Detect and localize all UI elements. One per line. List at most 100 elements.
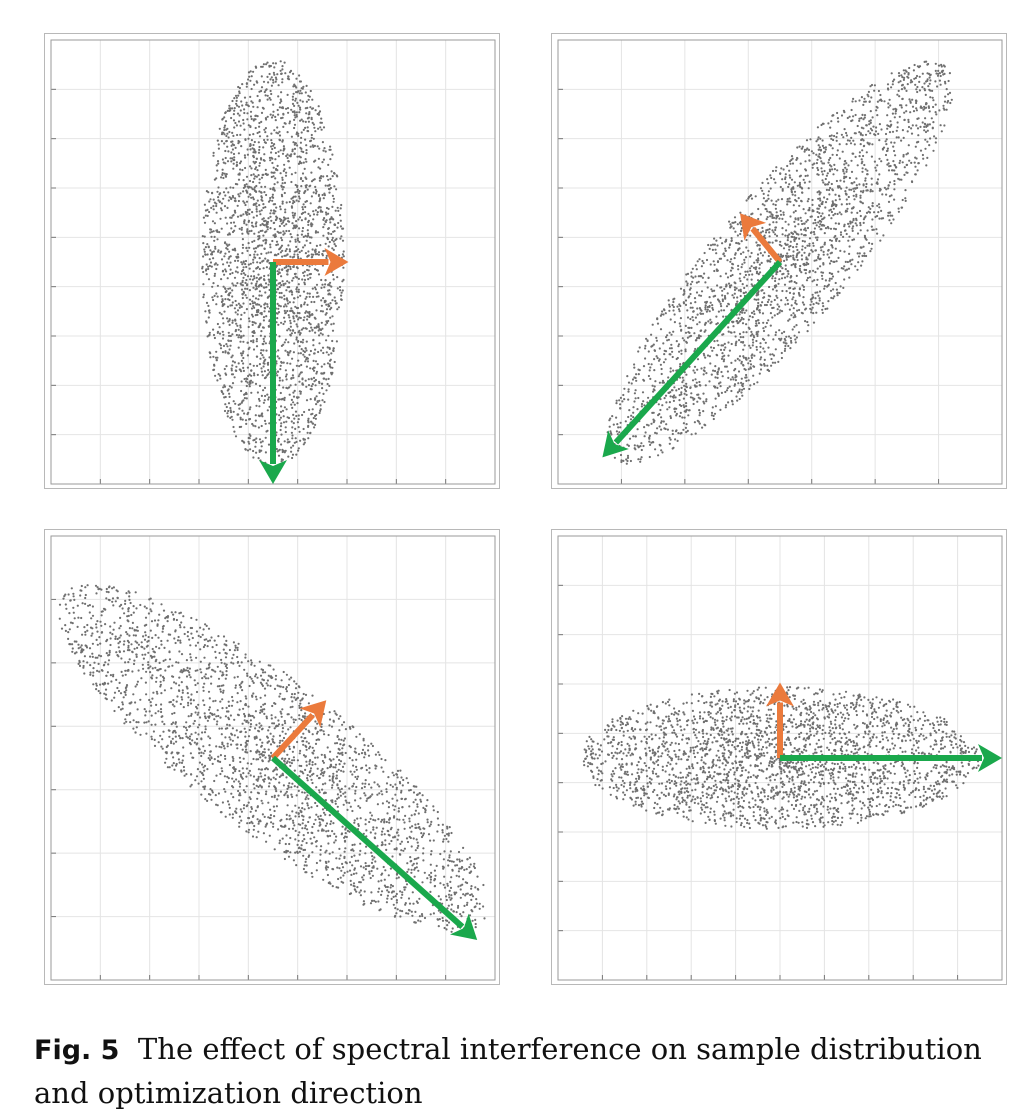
- sample-point: [724, 390, 727, 394]
- sample-point: [665, 336, 668, 339]
- sample-point: [307, 421, 310, 424]
- sample-point: [851, 221, 854, 224]
- sample-point: [867, 142, 870, 145]
- sample-point: [752, 266, 756, 269]
- sample-point: [294, 305, 297, 308]
- sample-point: [789, 162, 792, 165]
- sample-point: [332, 240, 335, 243]
- sample-point: [774, 333, 777, 337]
- sample-point: [286, 302, 290, 305]
- scatter-plot-top-right: [557, 39, 1003, 485]
- sample-point: [316, 112, 319, 116]
- sample-point: [217, 249, 220, 252]
- sample-point: [250, 174, 253, 177]
- sample-point: [277, 273, 280, 276]
- sample-point: [950, 98, 953, 101]
- sample-point: [717, 367, 720, 370]
- sample-point: [312, 344, 315, 347]
- sample-point: [855, 224, 858, 227]
- sample-point: [252, 339, 255, 342]
- sample-point: [816, 278, 819, 281]
- sample-point: [676, 439, 679, 442]
- sample-point: [811, 280, 814, 283]
- sample-point: [299, 141, 302, 144]
- sample-point: [806, 174, 809, 177]
- sample-point: [726, 387, 729, 390]
- sample-point: [282, 343, 285, 346]
- sample-point: [252, 295, 255, 298]
- sample-point: [302, 120, 305, 123]
- sample-point: [681, 337, 684, 340]
- sample-point: [917, 134, 920, 137]
- sample-point: [730, 237, 733, 240]
- sample-point: [294, 142, 298, 145]
- sample-point: [248, 437, 251, 440]
- sample-point: [785, 258, 788, 261]
- sample-point: [667, 376, 670, 379]
- sample-point: [305, 349, 308, 352]
- sample-point: [858, 252, 861, 255]
- sample-point: [255, 210, 258, 213]
- sample-point: [626, 443, 629, 446]
- sample-point: [672, 305, 675, 309]
- sample-point: [843, 128, 846, 131]
- sample-point: [803, 181, 806, 184]
- sample-point: [760, 356, 763, 359]
- sample-point: [261, 342, 264, 346]
- sample-point: [798, 269, 802, 272]
- sample-point: [904, 189, 907, 192]
- sample-point: [619, 453, 623, 457]
- sample-point: [726, 292, 729, 295]
- sample-point: [845, 131, 848, 135]
- sample-point: [861, 113, 864, 116]
- sample-point: [299, 89, 302, 92]
- sample-point: [895, 129, 898, 132]
- sample-point: [220, 278, 223, 281]
- sample-point: [915, 107, 918, 110]
- sample-point: [246, 112, 249, 115]
- sample-point: [270, 219, 273, 222]
- sample-point: [260, 158, 263, 161]
- sample-point: [807, 197, 810, 201]
- sample-point: [672, 399, 675, 402]
- sample-point: [286, 77, 290, 80]
- sample-point: [279, 251, 282, 254]
- sample-point: [279, 305, 282, 308]
- sample-point: [304, 311, 307, 314]
- sample-point: [228, 392, 231, 395]
- sample-point: [865, 182, 868, 186]
- sample-point: [310, 377, 313, 380]
- sample-point: [258, 135, 262, 138]
- sample-point: [708, 355, 711, 358]
- sample-point: [295, 290, 298, 293]
- sample-point: [312, 123, 315, 126]
- sample-point: [871, 205, 874, 208]
- sample-point: [303, 301, 306, 304]
- sample-point: [678, 399, 681, 402]
- sample-point: [287, 217, 290, 220]
- sample-point: [307, 250, 310, 253]
- sample-point: [306, 303, 309, 306]
- sample-point: [274, 177, 277, 180]
- sample-point: [632, 406, 635, 409]
- sample-point: [252, 341, 255, 344]
- sample-point: [730, 266, 733, 269]
- sample-point: [293, 389, 296, 392]
- sample-point: [232, 410, 235, 413]
- sample-point: [244, 203, 247, 207]
- sample-point: [819, 265, 822, 268]
- sample-point: [245, 391, 248, 394]
- sample-point: [246, 381, 249, 384]
- sample-point: [668, 305, 671, 308]
- sample-point: [228, 298, 231, 302]
- sample-point: [213, 263, 216, 266]
- sample-point: [285, 154, 288, 158]
- sample-point: [338, 254, 341, 257]
- sample-point: [292, 216, 295, 219]
- sample-point: [278, 414, 281, 417]
- sample-point: [643, 404, 646, 407]
- sample-point: [763, 350, 766, 353]
- sample-point: [935, 72, 938, 75]
- sample-point: [866, 169, 869, 172]
- sample-point: [734, 379, 737, 382]
